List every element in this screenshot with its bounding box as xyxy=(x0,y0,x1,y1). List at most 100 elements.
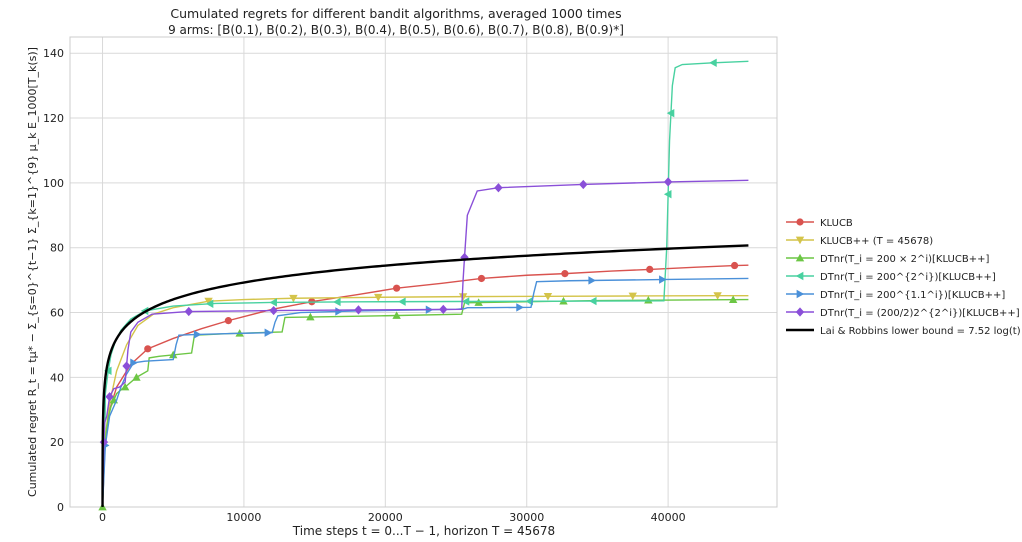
data-point xyxy=(795,236,805,245)
plot-frame xyxy=(69,36,778,508)
data-point xyxy=(659,275,667,284)
data-point xyxy=(494,183,503,193)
x-tick-label: 30000 xyxy=(509,511,544,524)
legend-label: KLUCB xyxy=(820,218,853,229)
x-tick-label: 10000 xyxy=(226,511,261,524)
data-point xyxy=(728,295,738,304)
legend-label: DTnr(T_i = 200^{2^i})[KLUCB++] xyxy=(820,272,996,283)
data-point xyxy=(796,218,804,226)
series-layer xyxy=(98,58,749,511)
data-point xyxy=(103,366,112,376)
legend-item: DTnr(T_i = 200^{1.1^i})[KLUCB++] xyxy=(786,289,1005,301)
legend-item: KLUCB++ (T = 45678) xyxy=(786,236,933,247)
data-point xyxy=(579,179,588,190)
data-point xyxy=(543,292,553,301)
data-point xyxy=(666,108,675,118)
data-point xyxy=(335,307,343,316)
data-point xyxy=(730,261,739,270)
data-point xyxy=(204,297,213,306)
y-tick-label: 20 xyxy=(50,436,64,449)
data-point xyxy=(439,304,448,315)
data-point xyxy=(663,190,672,199)
data-point xyxy=(796,289,805,299)
data-point xyxy=(306,312,315,321)
series-3 xyxy=(101,58,749,508)
data-point xyxy=(398,297,406,306)
legend-item: Lai & Robbins lower bound = 7.52 log(t) xyxy=(786,326,1021,337)
data-point xyxy=(269,305,278,316)
legend: KLUCB KLUCB++ (T = 45678) DTnr(T_i = 200 ×… xyxy=(786,218,1021,337)
series-line xyxy=(101,277,749,508)
data-point xyxy=(795,307,805,317)
legend-label: DTnr(T_i = (200/2)2^{2^i})[KLUCB++] xyxy=(820,308,1020,319)
series-2 xyxy=(98,295,749,511)
chart-title: Cumulated regrets for different bandit a… xyxy=(170,6,621,21)
series-line xyxy=(101,244,749,507)
legend-label: KLUCB++ (T = 45678) xyxy=(820,236,933,247)
data-point xyxy=(289,294,298,303)
legend-label: Lai & Robbins lower bound = 7.52 log(t) xyxy=(820,326,1021,337)
data-point xyxy=(709,58,717,68)
series-1 xyxy=(101,292,749,508)
data-point xyxy=(333,297,341,307)
x-axis-ticks: 0 10000 20000 30000 40000 xyxy=(99,511,686,524)
data-point xyxy=(122,361,131,371)
data-point xyxy=(184,306,193,317)
data-point xyxy=(354,305,363,315)
data-point xyxy=(458,293,468,301)
data-point xyxy=(474,298,483,306)
series-line xyxy=(101,294,749,508)
data-point xyxy=(169,350,178,359)
data-point xyxy=(132,373,141,381)
y-tick-label: 140 xyxy=(43,47,64,60)
data-point xyxy=(374,293,383,302)
data-point xyxy=(525,297,533,306)
legend-label: DTnr(T_i = 200^{1.1^i})[KLUCB++] xyxy=(820,290,1005,301)
data-point xyxy=(461,297,470,306)
data-point xyxy=(588,276,596,285)
legend-label: DTnr(T_i = 200 × 2^i)[KLUCB++] xyxy=(820,254,989,265)
x-tick-label: 0 xyxy=(99,511,106,524)
y-tick-label: 80 xyxy=(50,242,64,255)
series-line xyxy=(101,179,749,508)
legend-item: KLUCB xyxy=(786,218,853,229)
data-point xyxy=(392,311,401,319)
data-point xyxy=(713,292,722,300)
data-point xyxy=(477,274,486,283)
chart-subtitle: 9 arms: [B(0.1), B(0.2), B(0.3), B(0.4),… xyxy=(168,23,624,37)
data-point xyxy=(393,284,401,292)
data-point xyxy=(269,298,277,307)
y-tick-label: 0 xyxy=(57,501,64,514)
data-point xyxy=(795,253,805,262)
y-tick-label: 60 xyxy=(50,307,64,320)
series-line xyxy=(101,60,749,508)
y-axis-label: Cumulated regret R_t = tμ* − Σ_{s=0}^{t−… xyxy=(26,47,39,497)
data-point xyxy=(105,392,114,402)
y-axis-ticks: 0 20 40 60 80 100 120 140 xyxy=(43,47,64,514)
x-tick-label: 20000 xyxy=(368,511,403,524)
data-point xyxy=(663,177,673,187)
y-tick-label: 100 xyxy=(43,177,64,190)
data-point xyxy=(644,295,653,304)
series-6 xyxy=(101,244,749,507)
data-point xyxy=(144,345,152,353)
legend-item: DTnr(T_i = 200 × 2^i)[KLUCB++] xyxy=(786,253,989,265)
legend-item: DTnr(T_i = (200/2)2^{2^i})[KLUCB++] xyxy=(786,307,1020,319)
data-point xyxy=(646,265,654,274)
data-point xyxy=(130,358,138,367)
y-tick-label: 120 xyxy=(43,112,64,125)
data-point xyxy=(628,292,637,301)
series-line xyxy=(101,298,749,508)
x-tick-label: 40000 xyxy=(651,511,686,524)
data-point xyxy=(795,271,804,281)
data-point xyxy=(224,317,232,325)
data-point xyxy=(588,296,597,306)
series-0 xyxy=(101,261,749,508)
series-5 xyxy=(99,177,749,508)
data-point xyxy=(516,303,524,312)
x-axis-label: Time steps t = 0...T − 1, horizon T = 45… xyxy=(292,524,555,538)
data-point xyxy=(193,330,202,339)
data-point xyxy=(264,328,273,337)
data-point xyxy=(120,382,130,391)
